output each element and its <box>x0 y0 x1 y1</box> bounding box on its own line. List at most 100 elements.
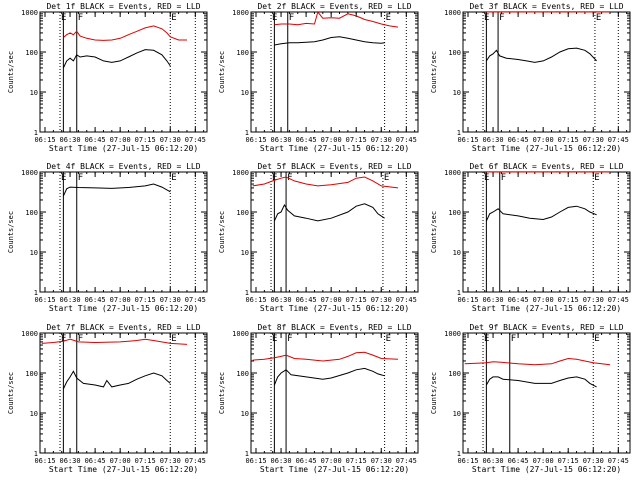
x-tick-label: 06:45 <box>85 136 106 144</box>
y-tick-label: 10 <box>241 249 249 257</box>
x-tick-label: 06:45 <box>508 457 529 465</box>
panel-8: Det 8f BLACK = Events, RED = LLD 06:15 06:… <box>218 323 419 474</box>
x-tick-label: 07:30 <box>160 296 181 304</box>
y-tick-label: 1000 <box>232 169 249 177</box>
x-tick-label: 06:15 <box>457 136 478 144</box>
marker-label: F <box>511 334 516 344</box>
y-tick-label: 10 <box>453 249 461 257</box>
y-tick-label: 1 <box>34 129 38 137</box>
x-tick-label: 06:15 <box>457 296 478 304</box>
x-tick-label: 06:15 <box>245 296 266 304</box>
y-tick-label: 1 <box>34 450 38 458</box>
y-tick-label: 100 <box>25 209 38 217</box>
y-tick-label: 1 <box>457 129 461 137</box>
x-axis-label: Start Time (27-Jul-15 06:12:20) <box>260 465 409 474</box>
y-tick-label: 1000 <box>444 330 461 338</box>
panel-3: Det 3f BLACK = Events, RED = LLD 06:15 06:… <box>430 2 631 153</box>
lld-series-line <box>41 338 188 345</box>
y-tick-label: 1000 <box>21 330 38 338</box>
y-tick-label: 100 <box>448 49 461 57</box>
plot-frame <box>462 332 631 454</box>
x-tick-label: 07:30 <box>160 457 181 465</box>
y-axis-label: Counts/sec <box>430 51 438 93</box>
x-axis-label: Start Time (27-Jul-15 06:12:20) <box>472 304 621 313</box>
x-tick-label: 07:00 <box>321 457 342 465</box>
y-axis-label: Counts/sec <box>218 51 226 93</box>
x-tick-label: 07:00 <box>110 296 131 304</box>
x-tick-label: 06:45 <box>85 457 106 465</box>
x-tick-label: 07:30 <box>371 457 392 465</box>
marker-label: E <box>596 13 601 23</box>
y-tick-label: 1 <box>34 289 38 297</box>
x-tick-label: 06:15 <box>34 296 55 304</box>
events-series-line <box>273 367 385 386</box>
plot-frame <box>462 11 631 133</box>
events-series-line <box>62 183 171 197</box>
panel-2: Det 2f BLACK = Events, RED = LLD 06:15 06:… <box>218 2 419 153</box>
y-tick-label: 100 <box>236 209 249 217</box>
plot-frame <box>39 171 208 293</box>
panel-title: Det 6f BLACK = Events, RED = LLD <box>469 162 623 171</box>
marker-label: E <box>171 334 176 344</box>
y-tick-label: 1000 <box>21 9 38 17</box>
panel-title: Det 4f BLACK = Events, RED = LLD <box>46 162 200 171</box>
events-series-line <box>273 203 385 222</box>
lld-series-line <box>464 357 611 366</box>
panel-4: Det 4f BLACK = Events, RED = LLD 06:15 06:… <box>7 162 208 313</box>
marker-label: F <box>287 334 292 344</box>
y-tick-label: 1000 <box>21 169 38 177</box>
x-tick-label: 06:30 <box>483 296 504 304</box>
y-tick-label: 100 <box>25 370 38 378</box>
x-tick-label: 07:15 <box>558 296 579 304</box>
marker-label: E <box>594 173 599 183</box>
panel-6: Det 6f BLACK = Events, RED = LLD 06:15 06:… <box>430 162 631 313</box>
y-axis-label: Counts/sec <box>218 211 226 253</box>
events-series-line <box>485 376 597 388</box>
y-tick-label: 1000 <box>232 330 249 338</box>
x-tick-label: 06:15 <box>245 136 266 144</box>
events-series-line <box>274 36 385 46</box>
x-tick-label: 07:15 <box>135 136 156 144</box>
x-tick-label: 07:30 <box>583 136 604 144</box>
y-tick-label: 100 <box>236 49 249 57</box>
x-tick-label: 07:15 <box>135 457 156 465</box>
x-tick-label: 06:15 <box>34 136 55 144</box>
marker-label: E <box>594 334 599 344</box>
x-tick-label: 06:30 <box>271 457 292 465</box>
x-tick-label: 07:15 <box>558 457 579 465</box>
x-tick-label: 07:45 <box>608 457 629 465</box>
events-series-line <box>485 205 597 222</box>
lld-series-line <box>252 176 399 189</box>
marker-label: F <box>78 173 83 183</box>
x-tick-label: 06:30 <box>271 296 292 304</box>
x-tick-label: 07:30 <box>160 136 181 144</box>
x-tick-label: 07:45 <box>185 136 206 144</box>
plot-frame <box>250 332 419 454</box>
x-tick-label: 07:45 <box>185 457 206 465</box>
panel-9: Det 9f BLACK = Events, RED = LLD 06:15 06:… <box>430 323 631 474</box>
x-tick-label: 06:30 <box>60 457 81 465</box>
x-axis-label: Start Time (27-Jul-15 06:12:20) <box>49 304 198 313</box>
y-tick-label: 1000 <box>444 169 461 177</box>
y-tick-label: 100 <box>25 49 38 57</box>
x-tick-label: 07:45 <box>396 457 417 465</box>
plot-frame <box>39 332 208 454</box>
y-tick-label: 1 <box>457 289 461 297</box>
marker-label: E <box>386 334 391 344</box>
y-tick-label: 10 <box>30 249 38 257</box>
x-tick-label: 07:00 <box>110 457 131 465</box>
y-tick-label: 10 <box>241 410 249 418</box>
y-tick-label: 10 <box>30 89 38 97</box>
x-tick-label: 07:30 <box>583 457 604 465</box>
y-tick-label: 10 <box>241 89 249 97</box>
panel-title: Det 2f BLACK = Events, RED = LLD <box>257 2 411 11</box>
lld-series-line <box>274 12 399 28</box>
x-tick-label: 07:45 <box>396 136 417 144</box>
x-axis-label: Start Time (27-Jul-15 06:12:20) <box>472 465 621 474</box>
marker-label: F <box>78 334 83 344</box>
plot-frame <box>250 171 419 293</box>
x-tick-label: 07:00 <box>321 296 342 304</box>
marker-label: F <box>287 173 292 183</box>
x-tick-label: 07:00 <box>321 136 342 144</box>
x-tick-label: 07:00 <box>533 296 554 304</box>
